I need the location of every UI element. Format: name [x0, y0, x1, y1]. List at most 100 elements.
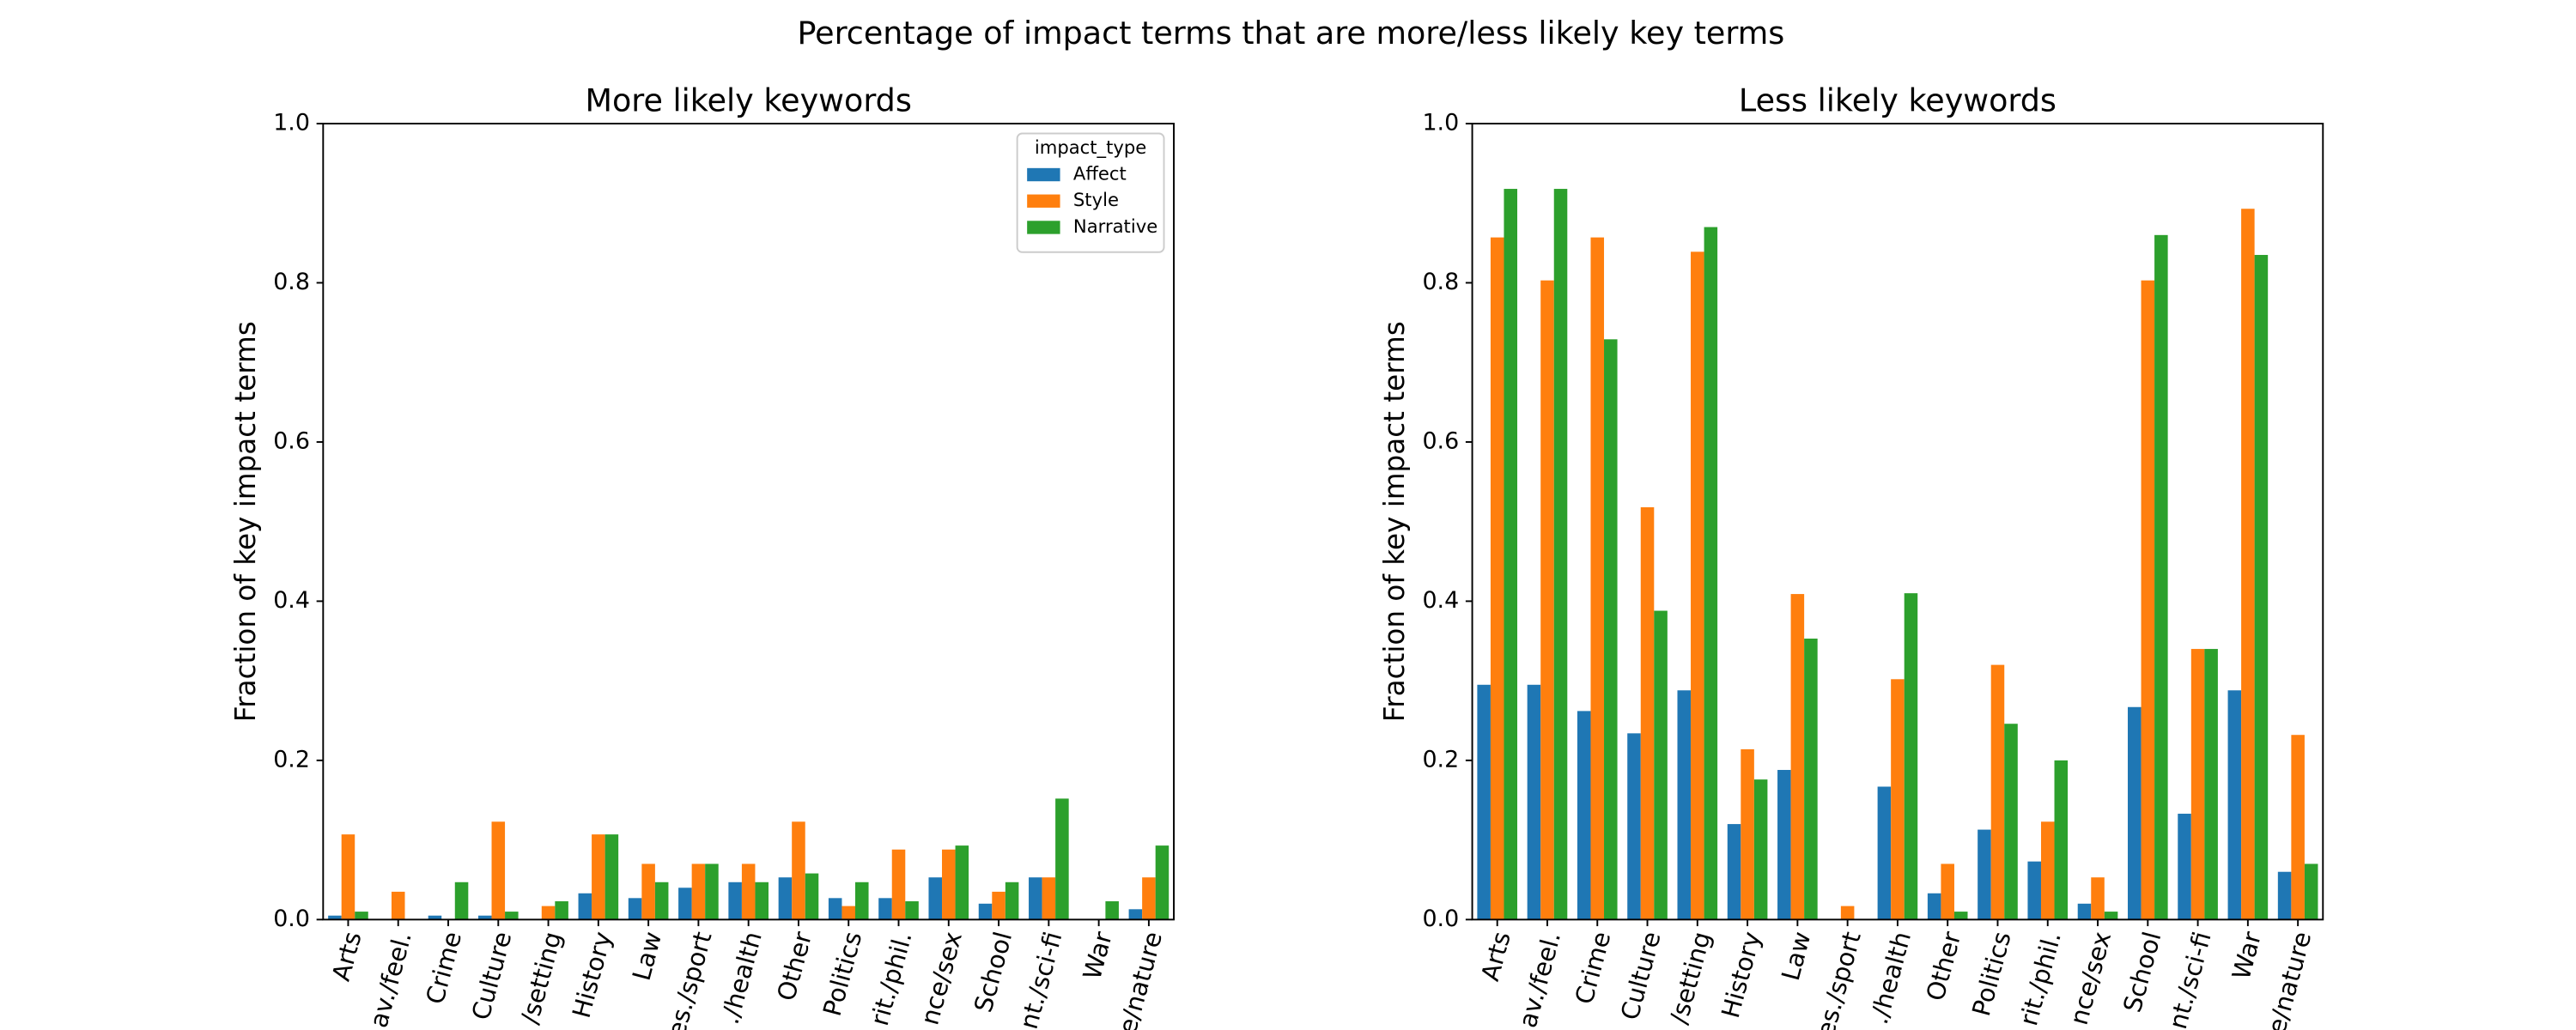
x-tick-label: nt./sci-fi [2163, 929, 2217, 1030]
x-tick-label: War [2227, 929, 2267, 983]
x-tick-label: Other [771, 929, 817, 1004]
x-tick-label: nt./sci-fi [1014, 929, 1068, 1030]
x-tick-label: School [969, 929, 1018, 1015]
x-tick-label: rit./phil. [2014, 929, 2067, 1029]
bar [2227, 690, 2242, 920]
bar [2004, 724, 2018, 920]
bar [691, 863, 706, 920]
bar [855, 882, 869, 920]
x-tick-label: Culture [465, 929, 517, 1023]
bar [1627, 733, 1641, 920]
bar [1741, 748, 1754, 920]
bar [2141, 280, 2155, 920]
bar [1055, 798, 1069, 920]
bar [1953, 912, 1968, 920]
bar [2291, 735, 2305, 920]
x-tick-label: Law [1776, 929, 1817, 984]
y-tick-label: 0.8 [1422, 269, 1459, 295]
bar [2190, 649, 2205, 920]
axes-frame [1471, 123, 2324, 921]
bar [2077, 903, 2092, 920]
axes-frame [322, 123, 1175, 921]
bar [1877, 786, 1892, 920]
bar [2241, 209, 2255, 920]
bar [1155, 845, 1170, 920]
x-tick-label: Law [627, 929, 668, 984]
legend-title: impact_type [1035, 136, 1146, 159]
x-tick-label: ./health [715, 929, 768, 1027]
y-tick-label: 0.2 [1422, 746, 1459, 772]
bar [491, 821, 506, 920]
bar [2178, 814, 2191, 920]
x-tick-label: History [567, 929, 617, 1021]
x-tick-label: Other [1920, 929, 1966, 1004]
bar [741, 863, 756, 920]
bar [978, 903, 993, 920]
bar [2104, 912, 2118, 920]
bar [1927, 893, 1941, 920]
subplot: Less likely keywords Fraction of key impa… [1378, 82, 2324, 1030]
x-tick-label: ./health [1864, 929, 1917, 1027]
y-tick-label: 0.6 [273, 427, 310, 454]
bar [2204, 649, 2218, 920]
bar [1490, 237, 1504, 920]
bar [1042, 877, 1056, 920]
bar [705, 863, 719, 920]
subplot-title: Less likely keywords [1739, 82, 2057, 119]
bar [755, 882, 769, 920]
legend: impact_type Affect Style Narrative [1016, 132, 1165, 253]
bar [1128, 909, 1143, 920]
bar [1477, 684, 1491, 920]
x-tick-label: Arts [1475, 929, 1516, 985]
x-tick-label: School [2117, 929, 2167, 1015]
bar [955, 845, 969, 920]
bar [805, 873, 819, 920]
legend-label: Affect [1073, 163, 1127, 185]
bar [841, 906, 856, 920]
legend-swatch [1027, 167, 1060, 182]
bar [728, 882, 742, 920]
x-tick-label: es./sport [661, 929, 717, 1030]
y-tick-label: 0.0 [1422, 906, 1459, 932]
bar [1904, 593, 1918, 920]
bar [1804, 639, 1818, 920]
bar [1840, 906, 1855, 920]
x-tick-label: /setting [1664, 929, 1716, 1027]
x-tick-label: Politics [817, 929, 868, 1019]
bar [1691, 251, 1704, 920]
y-tick-label: 0.2 [273, 746, 310, 772]
bar [1142, 877, 1156, 920]
x-tick-label: rit./phil. [865, 929, 918, 1029]
bar [1553, 189, 1568, 920]
bar [2027, 861, 2041, 920]
bar [1753, 779, 1768, 920]
x-tick-label: /setting [515, 929, 568, 1027]
x-tick-label: e/nature [2262, 929, 2317, 1030]
legend-label: Narrative [1073, 215, 1157, 237]
bar [1978, 829, 1991, 920]
bar [2277, 871, 2292, 920]
bar [942, 849, 956, 920]
bar [2054, 760, 2069, 920]
y-axis-label: Fraction of key impact terms [1378, 321, 1411, 722]
bar [628, 898, 642, 920]
x-tick-label: History [1716, 929, 1766, 1021]
bar [905, 901, 919, 920]
y-axis-label: Fraction of key impact terms [229, 321, 262, 722]
bar [391, 891, 405, 920]
bar [341, 834, 355, 920]
bar [928, 877, 943, 920]
y-tick-label: 0.4 [1422, 587, 1459, 614]
bar [2154, 234, 2168, 920]
x-tick-label: nce/sex [2064, 929, 2117, 1028]
bar [505, 912, 519, 920]
bar [1604, 339, 1618, 920]
x-tick-label: Arts [326, 929, 368, 985]
x-tick-label: es./sport [1810, 929, 1866, 1030]
bar [555, 901, 568, 920]
bar [992, 891, 1005, 920]
bar [654, 882, 669, 920]
bar [1727, 824, 1741, 920]
bar [792, 821, 805, 920]
